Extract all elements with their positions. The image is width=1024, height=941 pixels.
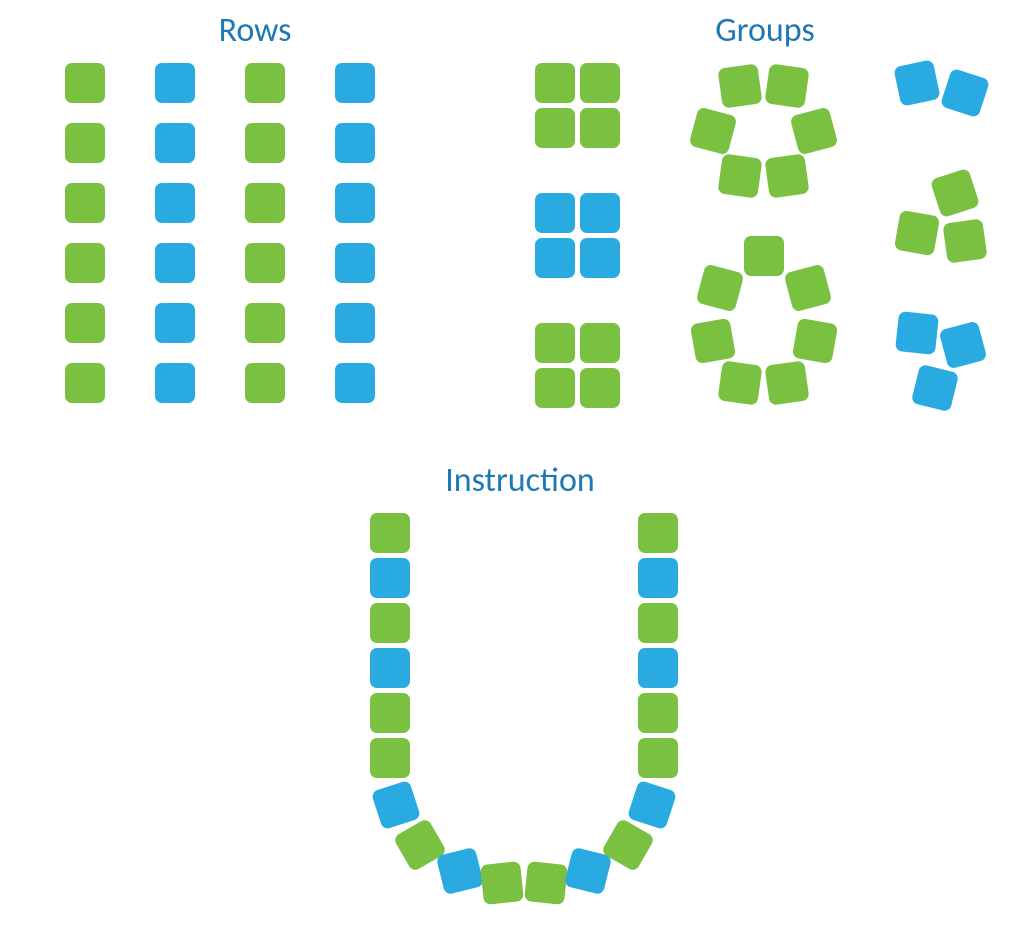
seat-square [580,108,620,148]
seat-square [744,236,784,276]
seat-square [580,323,620,363]
seat-square [638,558,678,598]
groups-title: Groups [520,10,1010,51]
seat-square [335,303,375,343]
seat-square [627,780,677,830]
seat-square [371,780,421,830]
seat-square [580,368,620,408]
seat-square [335,63,375,103]
seat-square [370,648,410,688]
seat-square [784,264,833,313]
seat-square [717,63,762,108]
seat-square [245,123,285,163]
seat-square [638,513,678,553]
seat-square [638,738,678,778]
seat-square [155,243,195,283]
seat-square [245,303,285,343]
seat-square [764,63,809,108]
rows-stage [65,63,445,443]
seat-square [764,153,809,198]
seat-square [792,318,838,364]
seat-square [717,360,762,405]
seat-square [524,861,568,905]
rows-title: Rows [40,10,470,51]
seat-square [790,107,839,156]
seat-square [370,693,410,733]
seat-square [580,238,620,278]
seat-square [65,243,105,283]
seat-square [696,264,745,313]
seat-square [245,183,285,223]
seat-square [65,123,105,163]
seat-square [155,183,195,223]
seat-square [638,603,678,643]
seat-square [155,303,195,343]
groups-stage [535,63,995,443]
seat-square [65,303,105,343]
seat-square [717,153,762,198]
groups-panel: Groups [520,10,1010,443]
seat-square [245,363,285,403]
seat-square [580,63,620,103]
seat-square [370,513,410,553]
seat-square [155,63,195,103]
seat-square [535,323,575,363]
seat-square [335,243,375,283]
seat-square [690,318,736,364]
instruction-panel: Instruction [260,460,780,933]
seat-square [930,168,980,218]
seat-square [370,738,410,778]
seat-square [535,63,575,103]
seat-square [65,183,105,223]
seat-square [911,364,959,412]
seat-square [65,363,105,403]
seat-square [535,238,575,278]
seat-square [245,243,285,283]
seat-square [894,210,940,256]
seat-square [535,193,575,233]
seat-square [155,123,195,163]
seat-square [939,321,988,370]
seat-square [535,108,575,148]
instruction-title: Instruction [260,460,780,501]
seat-square [335,183,375,223]
seat-square [895,311,939,355]
instruction-stage [300,513,740,933]
seat-square [764,360,809,405]
seat-square [370,558,410,598]
seat-square [942,218,987,263]
seat-square [335,123,375,163]
seat-square [893,59,940,106]
seat-square [155,363,195,403]
seat-square [436,847,484,895]
seat-square [580,193,620,233]
seat-square [638,693,678,733]
seat-square [940,68,990,118]
seat-square [65,63,105,103]
seat-square [480,861,524,905]
seat-square [335,363,375,403]
seat-square [245,63,285,103]
seat-square [535,368,575,408]
seat-square [689,107,738,156]
seat-square [370,603,410,643]
seat-square [638,648,678,688]
rows-panel: Rows [40,10,470,443]
